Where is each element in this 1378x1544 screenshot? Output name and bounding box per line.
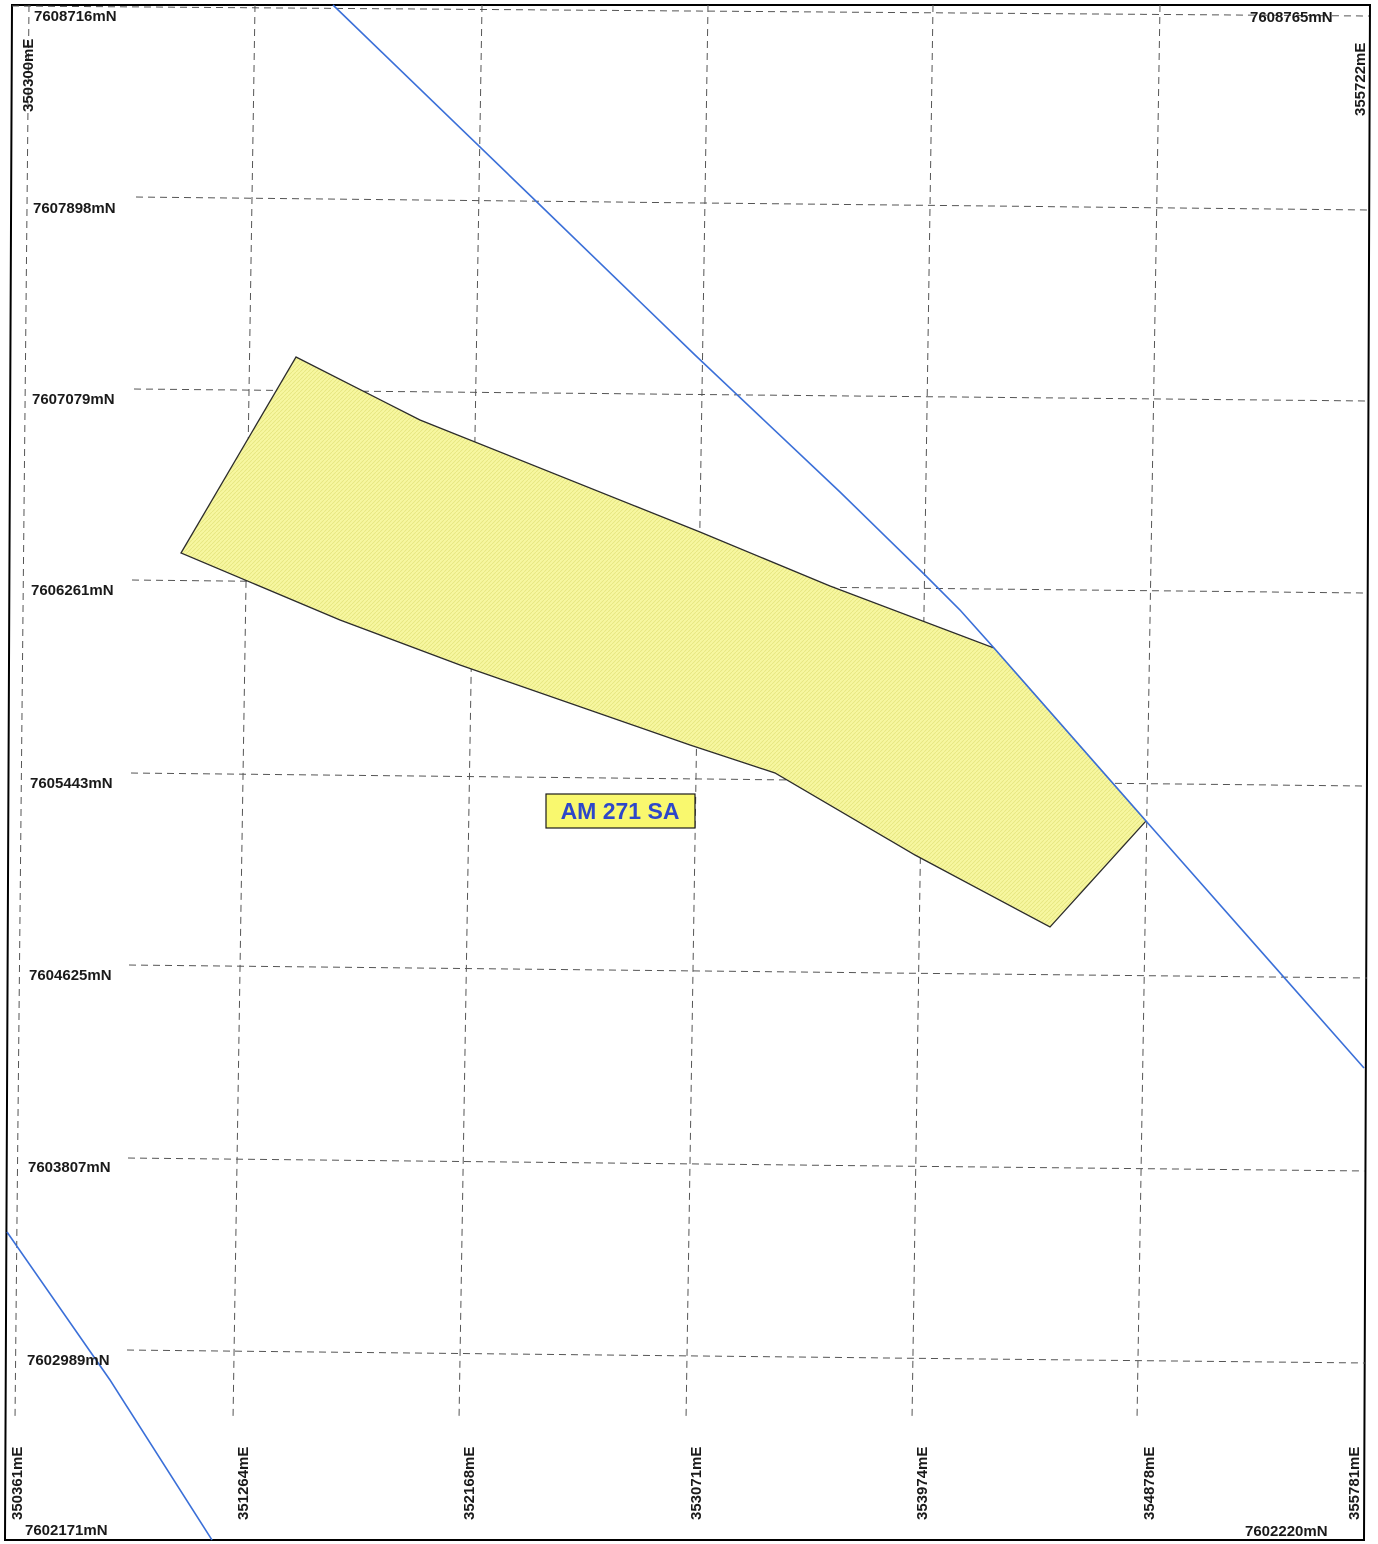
easting-labels-bottom: 350361mE 351264mE 352168mE 353071mE 3539…: [9, 1447, 1363, 1520]
easting-label: 353071mE: [688, 1447, 705, 1520]
northing-label: 7602989mN: [27, 1352, 110, 1369]
northing-grid-line: [11, 5, 1370, 17]
northing-label-top-right: 7608765mN: [1250, 9, 1333, 26]
easting-label: 353974mE: [914, 1447, 931, 1520]
northing-grid-line: [130, 772, 1368, 787]
parcel-polygon[interactable]: [180, 356, 1147, 928]
easting-label: 350361mE: [9, 1447, 26, 1520]
northing-label: 7607079mN: [32, 391, 115, 408]
northing-grid-line: [127, 1157, 1366, 1172]
northing-label: 7602171mN: [25, 1522, 108, 1539]
easting-label: 352168mE: [461, 1447, 478, 1520]
northing-label-bottom-right: 7602220mN: [1245, 1523, 1328, 1540]
northing-grid-line: [126, 1349, 1366, 1364]
easting-label-top-left: 350300mE: [20, 39, 37, 112]
easting-label: 354878mE: [1141, 1447, 1158, 1520]
easting-grid-line: [1136, 4, 1161, 1421]
easting-label: 351264mE: [235, 1447, 252, 1520]
northing-labels-left: 7608716mN 7607898mN 7607079mN 7606261mN …: [25, 8, 117, 1539]
northing-label: 7608716mN: [34, 8, 117, 25]
northing-grid-line: [135, 196, 1370, 211]
northing-label: 7603807mN: [28, 1159, 111, 1176]
easting-grid-line: [911, 4, 934, 1421]
northing-label: 7604625mN: [29, 967, 112, 984]
map-frame: [3, 4, 1372, 1541]
road-line: [6, 1231, 213, 1541]
northing-label: 7607898mN: [33, 200, 116, 217]
northing-label: 7606261mN: [31, 582, 114, 599]
easting-label-top-right: 355722mE: [1352, 43, 1369, 116]
parcel-label: AM 271 SA: [561, 798, 680, 824]
easting-grid-line: [14, 4, 30, 1421]
parcel-tag[interactable]: AM 271 SA: [545, 793, 696, 829]
easting-grid-line: [458, 4, 483, 1421]
easting-grid-line: [685, 4, 709, 1421]
northing-grid-line: [128, 964, 1368, 979]
easting-grid-line: [232, 4, 256, 1421]
easting-label: 355781mE: [1346, 1447, 1363, 1520]
road-line: [332, 4, 1365, 1069]
northing-label: 7605443mN: [30, 775, 113, 792]
